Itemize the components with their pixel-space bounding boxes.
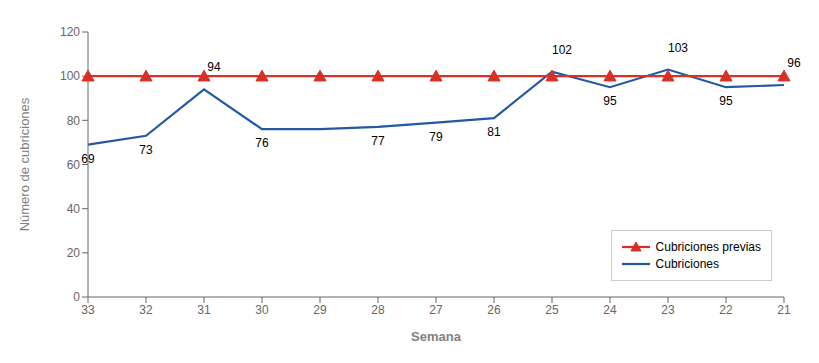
- svg-text:80: 80: [67, 114, 81, 128]
- svg-text:79: 79: [429, 130, 443, 144]
- svg-text:100: 100: [60, 69, 80, 83]
- svg-text:Número de cubriciones: Número de cubriciones: [17, 97, 32, 231]
- svg-text:77: 77: [371, 134, 385, 148]
- svg-text:31: 31: [197, 303, 211, 317]
- svg-text:22: 22: [719, 303, 733, 317]
- svg-text:Semana: Semana: [411, 329, 462, 344]
- svg-text:94: 94: [207, 60, 221, 74]
- svg-text:0: 0: [73, 290, 80, 304]
- svg-text:20: 20: [67, 246, 81, 260]
- svg-text:21: 21: [777, 303, 791, 317]
- svg-text:27: 27: [429, 303, 443, 317]
- svg-text:96: 96: [787, 56, 801, 70]
- svg-text:102: 102: [552, 43, 572, 57]
- svg-text:30: 30: [255, 303, 269, 317]
- html-text:Cubriciones previas: Cubriciones previas: [655, 240, 761, 254]
- svg-text:95: 95: [603, 94, 617, 108]
- svg-text:40: 40: [67, 202, 81, 216]
- svg-text:26: 26: [487, 303, 501, 317]
- svg-text:32: 32: [139, 303, 153, 317]
- svg-text:73: 73: [139, 143, 153, 157]
- svg-text:95: 95: [719, 94, 733, 108]
- svg-text:28: 28: [371, 303, 385, 317]
- svg-text:60: 60: [67, 158, 81, 172]
- svg-text:23: 23: [661, 303, 675, 317]
- svg-text:103: 103: [668, 41, 688, 55]
- svg-text:120: 120: [60, 25, 80, 39]
- svg-text:81: 81: [487, 125, 501, 139]
- svg-text:69: 69: [81, 152, 95, 166]
- svg-text:25: 25: [545, 303, 559, 317]
- svg-text:33: 33: [81, 303, 95, 317]
- svg-text:29: 29: [313, 303, 327, 317]
- svg-text:76: 76: [255, 136, 269, 150]
- svg-text:24: 24: [603, 303, 617, 317]
- html-text:Cubriciones: Cubriciones: [655, 257, 719, 271]
